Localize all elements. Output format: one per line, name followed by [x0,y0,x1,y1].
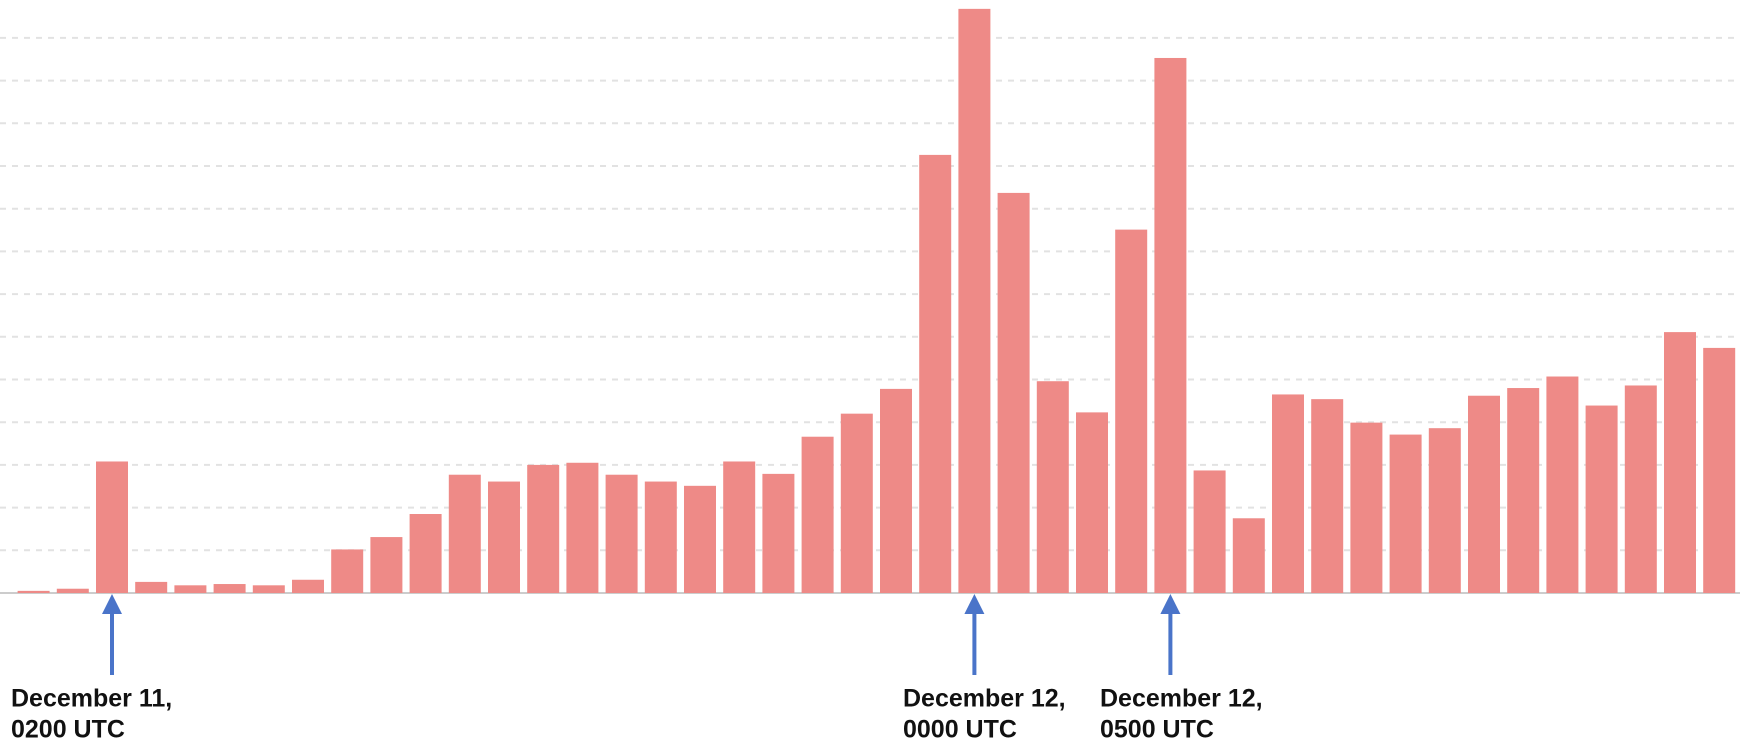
bar [723,461,756,593]
bar [1232,518,1265,593]
bar [1154,57,1187,594]
bar [958,8,991,593]
bar [762,473,795,593]
annotation-label: 0500 UTC [1100,716,1214,744]
bar [17,590,50,593]
bar [1624,385,1657,593]
bar [684,485,716,593]
annotation-label: December 11, [11,685,172,713]
bar [252,585,285,593]
bar [488,481,520,593]
bar [1350,422,1383,593]
bar [1389,434,1422,593]
bar [801,436,834,593]
bar [96,461,128,593]
bar [997,192,1030,593]
bar [1076,412,1108,593]
bar [409,514,442,593]
bar [1311,399,1344,593]
bar [213,584,246,593]
bar [448,474,481,593]
bar [1703,347,1736,593]
bar [135,581,168,593]
bar [1468,395,1500,593]
bar [644,481,677,593]
annotation-label: 0200 UTC [11,716,125,744]
bar [1428,428,1461,593]
bar [527,464,560,593]
annotation-label: December 12, [1100,685,1263,713]
bar [1036,381,1069,593]
bar [174,585,207,593]
bar [56,588,89,593]
bar [370,537,403,593]
bar [605,474,638,593]
bar [331,549,364,593]
bar [1507,388,1540,593]
bar [1193,470,1226,593]
bar [292,579,324,593]
bar [840,413,873,593]
bar [1546,376,1579,593]
bar [566,462,599,593]
annotation-label: December 12, [903,685,1066,713]
bar [880,388,912,593]
bar [1272,394,1304,593]
bar [919,154,952,593]
annotation-label: 0000 UTC [903,716,1017,744]
bar [1585,405,1618,593]
bar [1664,332,1696,593]
bar [1115,229,1148,594]
